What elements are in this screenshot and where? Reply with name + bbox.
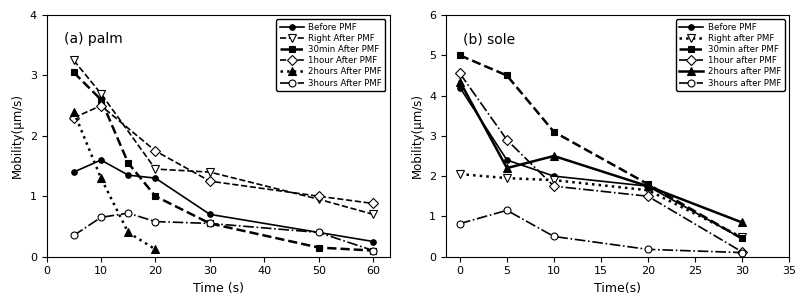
Line: 1hour after PMF: 1hour after PMF (457, 70, 746, 255)
Before PMF (96, 158, 106, 162)
3hours after PMF (643, 248, 653, 251)
30min after PMF (549, 130, 558, 134)
30min After PMF (151, 194, 161, 198)
1hour After PMF (205, 179, 215, 183)
X-axis label: Time (s): Time (s) (193, 282, 244, 295)
30min After PMF (314, 246, 324, 249)
Before PMF (314, 231, 324, 234)
3hours After PMF (205, 222, 215, 225)
Text: (b) sole: (b) sole (463, 32, 515, 46)
Line: 1hour After PMF: 1hour After PMF (70, 102, 377, 207)
Before PMF (643, 184, 653, 188)
3hours After PMF (69, 234, 78, 237)
Right after PMF (643, 188, 653, 192)
30min after PMF (737, 237, 746, 240)
Y-axis label: Mobility(μm/s): Mobility(μm/s) (11, 93, 24, 178)
Right After PMF (96, 92, 106, 95)
Line: Right after PMF: Right after PMF (456, 170, 746, 241)
Right After PMF (314, 197, 324, 201)
Line: 2hours After PMF: 2hours After PMF (69, 107, 160, 254)
2hours after PMF (643, 184, 653, 188)
1hour After PMF (69, 116, 78, 120)
X-axis label: Time(s): Time(s) (594, 282, 641, 295)
Right After PMF (369, 212, 378, 216)
1hour after PMF (737, 250, 746, 254)
Line: Before PMF: Before PMF (71, 157, 376, 244)
30min after PMF (643, 182, 653, 186)
1hour after PMF (549, 184, 558, 188)
3hours after PMF (502, 208, 512, 212)
Before PMF (455, 86, 465, 89)
Before PMF (205, 212, 215, 216)
1hour after PMF (502, 138, 512, 142)
Right after PMF (737, 235, 746, 239)
1hour After PMF (369, 202, 378, 205)
2hours after PMF (737, 221, 746, 224)
Line: 3hours after PMF: 3hours after PMF (457, 207, 746, 256)
Right after PMF (502, 176, 512, 180)
2hours After PMF (96, 176, 106, 180)
Before PMF (502, 158, 512, 162)
3hours After PMF (314, 231, 324, 234)
30min After PMF (96, 98, 106, 102)
Before PMF (549, 174, 558, 178)
3hours After PMF (369, 249, 378, 252)
Line: Before PMF: Before PMF (457, 85, 745, 241)
Right After PMF (69, 58, 78, 62)
Right After PMF (205, 170, 215, 174)
30min After PMF (369, 249, 378, 252)
Before PMF (123, 173, 133, 177)
1hour after PMF (455, 72, 465, 75)
Y-axis label: Mobility(μm/s): Mobility(μm/s) (411, 93, 424, 178)
1hour After PMF (96, 104, 106, 107)
Line: 2hours after PMF: 2hours after PMF (456, 77, 746, 226)
2hours after PMF (455, 80, 465, 83)
3hours after PMF (455, 222, 465, 226)
30min after PMF (502, 74, 512, 77)
Right after PMF (549, 178, 558, 182)
Before PMF (737, 237, 746, 240)
30min After PMF (205, 222, 215, 225)
Line: 30min after PMF: 30min after PMF (457, 52, 746, 242)
3hours after PMF (549, 235, 558, 238)
Right After PMF (151, 167, 161, 171)
1hour After PMF (314, 194, 324, 198)
1hour After PMF (151, 149, 161, 153)
2hours After PMF (69, 110, 78, 114)
2hours After PMF (123, 231, 133, 234)
3hours after PMF (737, 251, 746, 254)
30min After PMF (123, 161, 133, 165)
2hours After PMF (151, 248, 161, 251)
3hours After PMF (123, 211, 133, 215)
2hours after PMF (549, 154, 558, 158)
Text: (a) palm: (a) palm (64, 32, 123, 46)
30min After PMF (69, 71, 78, 74)
3hours After PMF (96, 215, 106, 219)
30min after PMF (455, 54, 465, 57)
Legend: Before PMF, Right after PMF, 30min after PMF, 1hour after PMF, 2hours after PMF,: Before PMF, Right after PMF, 30min after… (676, 19, 784, 91)
3hours After PMF (151, 220, 161, 223)
Line: 30min After PMF: 30min After PMF (70, 69, 377, 254)
Before PMF (151, 176, 161, 180)
Before PMF (69, 170, 78, 174)
Legend: Before PMF, Right After PMF, 30min After PMF, 1hour After PMF, 2hours After PMF,: Before PMF, Right After PMF, 30min After… (276, 19, 385, 91)
1hour after PMF (643, 194, 653, 198)
Line: Right After PMF: Right After PMF (69, 56, 378, 218)
Line: 3hours After PMF: 3hours After PMF (70, 210, 377, 254)
Right after PMF (455, 172, 465, 176)
Before PMF (369, 240, 378, 243)
2hours after PMF (502, 166, 512, 170)
